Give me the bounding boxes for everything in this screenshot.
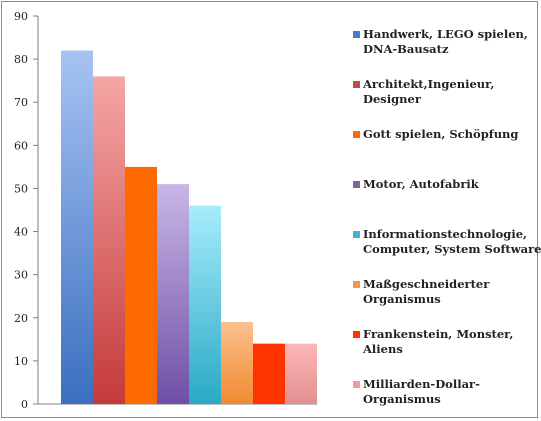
legend-label-2: Designer bbox=[363, 92, 422, 106]
legend-swatch-3 bbox=[353, 131, 360, 138]
legend-swatch-5 bbox=[353, 231, 360, 238]
y-tick-label: 90 bbox=[14, 10, 28, 23]
legend-swatch-6 bbox=[353, 281, 360, 288]
bar-2 bbox=[93, 76, 125, 404]
bar-4 bbox=[157, 184, 189, 404]
legend-label-1: DNA-Bausatz bbox=[363, 42, 449, 56]
legend-swatch-1 bbox=[353, 31, 360, 38]
y-tick-label: 0 bbox=[21, 398, 28, 411]
legend-label-5: Computer, System Software bbox=[363, 242, 541, 256]
y-tick-label: 20 bbox=[14, 312, 28, 325]
y-tick-label: 70 bbox=[14, 96, 28, 109]
legend-swatch-4 bbox=[353, 181, 360, 188]
legend-label-6: Organismus bbox=[363, 292, 441, 306]
legend-label-3: Gott spielen, Schöpfung bbox=[363, 127, 518, 141]
legend-label-4: Motor, Autofabrik bbox=[363, 177, 480, 191]
bars bbox=[61, 50, 317, 404]
y-tick-label: 10 bbox=[14, 355, 28, 368]
bar-5 bbox=[189, 205, 221, 404]
y-tick-label: 80 bbox=[14, 53, 28, 66]
legend-swatch-8 bbox=[353, 381, 360, 388]
bar-7 bbox=[253, 343, 285, 404]
legend: Handwerk, LEGO spielen,DNA-Bausatz Archit… bbox=[353, 27, 541, 406]
legend-swatch-7 bbox=[353, 331, 360, 338]
bar-1 bbox=[61, 50, 93, 404]
legend-label-1: Handwerk, LEGO spielen, bbox=[363, 27, 528, 41]
legend-label-8: Milliarden-Dollar- bbox=[363, 377, 480, 391]
bar-6 bbox=[221, 322, 253, 404]
y-tick-label: 30 bbox=[14, 269, 28, 282]
legend-label-7: Frankenstein, Monster, bbox=[363, 327, 513, 341]
legend-label-6: Maßgeschneiderter bbox=[363, 277, 490, 291]
y-tick-label: 60 bbox=[14, 139, 28, 152]
legend-label-8: Organismus bbox=[363, 392, 441, 406]
y-tick-label: 40 bbox=[14, 226, 28, 239]
bar-8 bbox=[285, 343, 317, 404]
y-tick-label: 50 bbox=[14, 182, 28, 195]
legend-label-2: Architekt,Ingenieur, bbox=[362, 77, 494, 91]
legend-swatch-2 bbox=[353, 81, 360, 88]
legend-label-5: Informationstechnologie, bbox=[363, 227, 527, 241]
legend-label-7: Aliens bbox=[362, 342, 403, 356]
bar-3 bbox=[125, 166, 157, 404]
